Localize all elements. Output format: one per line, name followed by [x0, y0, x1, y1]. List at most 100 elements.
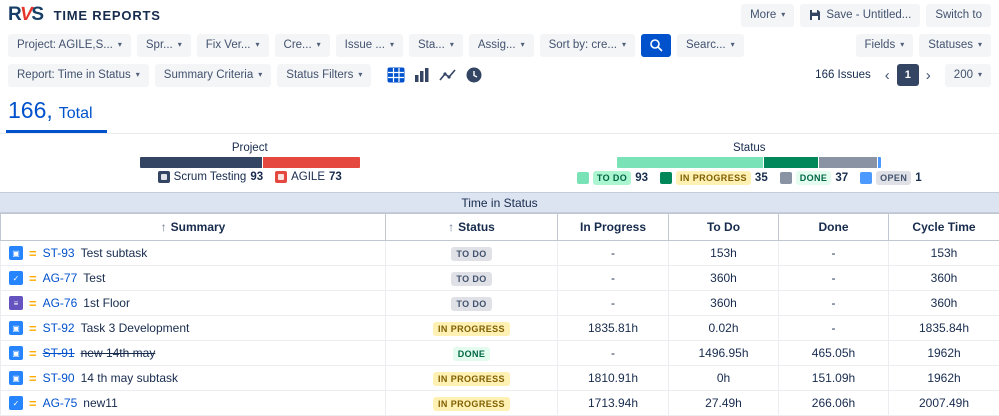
issue-key-link[interactable]: ST-90	[43, 371, 75, 385]
issue-summary: new 14th may	[81, 346, 156, 360]
filter-button-5[interactable]: Sta...▾	[409, 34, 463, 57]
table-row[interactable]: ▣ = ST-93 Test subtask TO DO - 153h - 15…	[1, 241, 999, 266]
table-row[interactable]: ✓ = AG-77 Test TO DO - 360h - 360h	[1, 266, 999, 291]
save-button[interactable]: Save - Untitled...	[800, 4, 920, 27]
bar-chart-view-icon[interactable]	[414, 67, 430, 83]
task-icon: ✓	[9, 271, 23, 285]
column-header-status[interactable]: ↑Status	[386, 214, 558, 241]
issue-key-link[interactable]: ST-91	[43, 346, 75, 360]
done-value: 151.09h	[779, 366, 889, 391]
filter-bar: Project: AGILE,S...▾ Spr...▾ Fix Ver...▾ Cr…	[0, 30, 999, 60]
issue-summary: 14 th may subtask	[81, 371, 178, 385]
cycle-time-value: 1962h	[889, 366, 999, 391]
chevron-down-icon: ▾	[900, 41, 904, 49]
chevron-down-icon: ▾	[450, 41, 454, 49]
chevron-down-icon: ▾	[978, 41, 982, 49]
fields-button-label: Fields	[865, 39, 896, 51]
filter-button-4[interactable]: Issue ...▾	[336, 34, 403, 57]
filter-button-1[interactable]: Spr...▾	[137, 34, 191, 57]
to-do-value: 360h	[669, 291, 779, 316]
prev-page-button[interactable]: ‹	[883, 68, 892, 83]
table-view-icon[interactable]	[387, 67, 405, 83]
report-bar-button-0[interactable]: Report: Time in Status ▾	[8, 64, 149, 87]
in-progress-value: 1713.94h	[558, 391, 669, 416]
chevron-down-icon: ▾	[521, 41, 525, 49]
app-title: TIME REPORTS	[54, 8, 161, 23]
filter-button-6[interactable]: Assig...▾	[469, 34, 534, 57]
totals-tab-bar: 166, Total	[0, 90, 999, 134]
table-row[interactable]: ≡ = AG-76 1st Floor TO DO - 360h - 360h	[1, 291, 999, 316]
search-filter-button-label: Searc...	[686, 39, 726, 51]
fields-button[interactable]: Fields ▾	[856, 34, 914, 57]
issue-key-link[interactable]: AG-76	[43, 296, 78, 310]
chevron-down-icon: ▾	[258, 71, 262, 79]
status-stacked-bar	[617, 157, 881, 168]
column-header-in-progress[interactable]: In Progress	[558, 214, 669, 241]
done-value: -	[779, 266, 889, 291]
status-bar-segment	[617, 157, 762, 168]
project-bar-segment	[263, 157, 359, 168]
next-page-button[interactable]: ›	[924, 68, 933, 83]
switch-to-button[interactable]: Switch to	[926, 4, 991, 27]
status-color-swatch-icon	[660, 172, 672, 184]
filter-button-7[interactable]: Sort by: cre...▾	[540, 34, 635, 57]
status-badge: TO DO	[451, 272, 491, 286]
table-row[interactable]: ▣ = ST-90 14 th may subtask IN PROGRESS …	[1, 366, 999, 391]
chevron-down-icon: ▾	[136, 71, 140, 79]
project-color-swatch-icon	[158, 171, 170, 183]
filter-button-0[interactable]: Project: AGILE,S...▾	[8, 34, 131, 57]
search-filter-button[interactable]: Searc...▾	[677, 34, 744, 57]
story-icon: ≡	[9, 296, 23, 310]
report-bar-button-0-label: Report: Time in Status	[17, 69, 131, 81]
status-color-swatch-icon	[860, 172, 872, 184]
status-bar-segment	[764, 157, 819, 168]
legend-label: AGILE	[291, 171, 325, 183]
chevron-down-icon: ▾	[978, 71, 982, 79]
legend-status-badge: DONE	[796, 171, 832, 185]
to-do-value: 0h	[669, 366, 779, 391]
table-row[interactable]: ▣ = ST-91 new 14th may DONE - 1496.95h 4…	[1, 341, 999, 366]
tab-total[interactable]: 166, Total	[6, 97, 107, 133]
issue-key-link[interactable]: AG-77	[43, 271, 78, 285]
filter-button-2[interactable]: Fix Ver...▾	[197, 34, 269, 57]
issue-key-link[interactable]: ST-92	[43, 321, 75, 335]
done-value: 465.05h	[779, 341, 889, 366]
report-bar-button-1[interactable]: Summary Criteria▾	[155, 64, 271, 87]
column-header-summary[interactable]: ↑Summary	[1, 214, 386, 241]
issue-key-link[interactable]: AG-75	[43, 396, 78, 410]
done-value: -	[779, 241, 889, 266]
statuses-button[interactable]: Statuses▾	[919, 34, 991, 57]
issue-key-link[interactable]: ST-93	[43, 246, 75, 260]
page-size-select[interactable]: 200 ▾	[945, 64, 991, 87]
save-icon	[809, 9, 821, 21]
search-button[interactable]	[641, 34, 671, 57]
pagination: ‹ 1 ›	[883, 64, 933, 86]
sort-up-icon: ↑	[448, 220, 454, 234]
column-header-done[interactable]: Done	[779, 214, 889, 241]
page-size-value: 200	[954, 69, 973, 81]
filter-button-3[interactable]: Cre...▾	[275, 34, 330, 57]
legend-label: Scrum Testing	[174, 171, 247, 183]
legend-status-badge: TO DO	[593, 171, 631, 185]
cycle-time-value: 1835.84h	[889, 316, 999, 341]
chevron-down-icon: ▾	[358, 71, 362, 79]
table-row[interactable]: ▣ = ST-92 Task 3 Development IN PROGRESS…	[1, 316, 999, 341]
column-header-to-do[interactable]: To Do	[669, 214, 779, 241]
legend-count: 93	[250, 171, 263, 183]
column-header-cycle-time[interactable]: Cycle Time	[889, 214, 999, 241]
table-row[interactable]: ✓ = AG-75 new11 IN PROGRESS 1713.94h 27.…	[1, 391, 999, 416]
cycle-time-value: 360h	[889, 291, 999, 316]
line-chart-view-icon[interactable]	[439, 67, 457, 83]
more-button[interactable]: More ▾	[741, 4, 794, 27]
cycle-time-value: 153h	[889, 241, 999, 266]
current-page-button[interactable]: 1	[897, 64, 919, 86]
report-bar-button-2[interactable]: Status Filters▾	[277, 64, 371, 87]
chevron-down-icon: ▾	[781, 11, 785, 19]
time-view-icon[interactable]	[466, 67, 482, 83]
